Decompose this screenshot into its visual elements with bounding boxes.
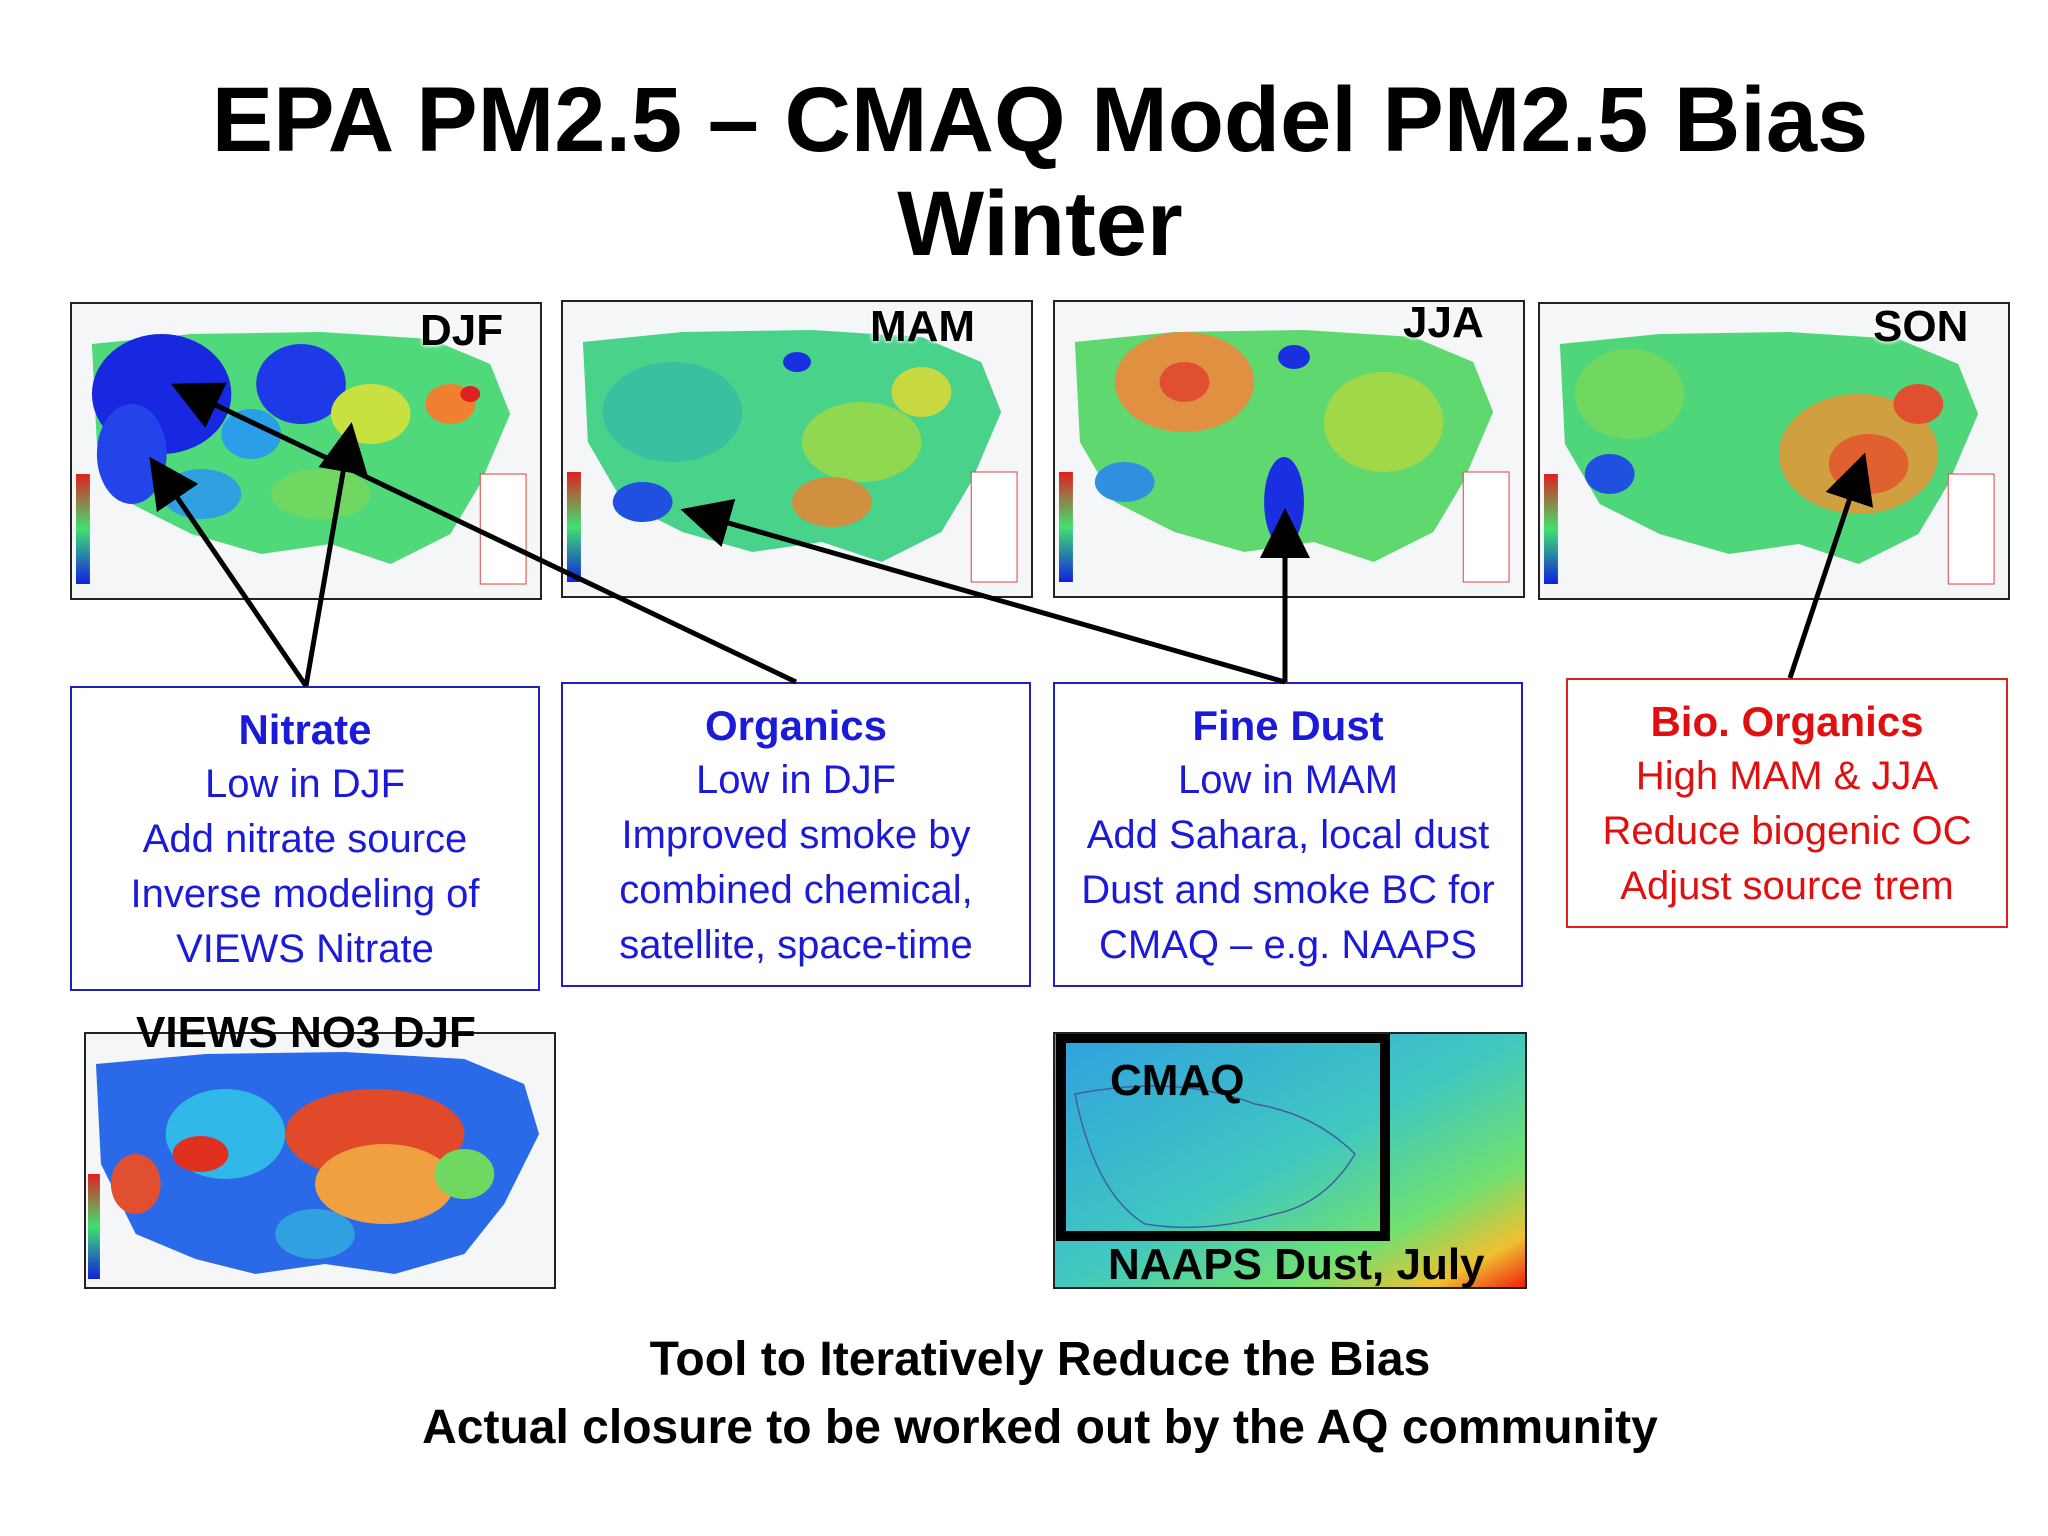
bottom-line1: Tool to Iteratively Reduce the Bias [649,1333,1431,1386]
organics-line: Improved smoke by [621,813,971,857]
bottom-line2: Actual closure to be worked out by the A… [422,1401,1658,1454]
season-label-son: SON [1873,302,1969,351]
bio-organics-box: Bio. Organics High MAM & JJA Reduce biog… [1566,678,2008,928]
nitrate-box: Nitrate Low in DJF Add nitrate source In… [70,686,540,991]
bio-organics-line: Reduce biogenic OC [1602,809,1972,853]
nitrate-line: Low in DJF [204,762,406,806]
views-no3-map [84,1032,556,1289]
fine-dust-line: Low in MAM [1177,758,1399,802]
naaps-inner-label: CMAQ [1110,1056,1245,1105]
fine-dust-line: CMAQ – e.g. NAAPS [1099,923,1477,967]
bio-organics-line: High MAM & JJA [1635,754,1939,798]
nitrate-heading: Nitrate [238,706,372,753]
organics-line: Low in DJF [695,758,897,802]
season-label-jja: JJA [1403,298,1484,347]
fine-dust-line: Dust and smoke BC for [1081,868,1495,912]
fine-dust-heading: Fine Dust [1192,702,1384,749]
nitrate-line: Inverse modeling of [130,872,480,916]
map-son [1538,302,2010,600]
views-no3-caption: VIEWS NO3 DJF [136,1008,476,1057]
organics-line: combined chemical, [619,868,973,912]
nitrate-line: VIEWS Nitrate [176,927,434,971]
organics-box: Organics Low in DJF Improved smoke by co… [561,682,1031,987]
naaps-dust-map [1053,1032,1527,1289]
nitrate-line: Add nitrate source [142,817,468,861]
organics-heading: Organics [704,702,888,749]
organics-line: satellite, space-time [619,923,973,967]
slide-title-line1: EPA PM2.5 – CMAQ Model PM2.5 Bias [211,69,1869,171]
bio-organics-line: Adjust source trem [1620,864,1954,908]
season-label-djf: DJF [420,306,504,355]
fine-dust-box: Fine Dust Low in MAM Add Sahara, local d… [1053,682,1523,987]
fine-dust-line: Add Sahara, local dust [1086,813,1490,857]
slide-title-line2: Winter [897,173,1183,275]
naaps-caption: NAAPS Dust, July [1108,1240,1485,1289]
season-label-mam: MAM [870,302,976,351]
bio-organics-heading: Bio. Organics [1650,698,1924,745]
